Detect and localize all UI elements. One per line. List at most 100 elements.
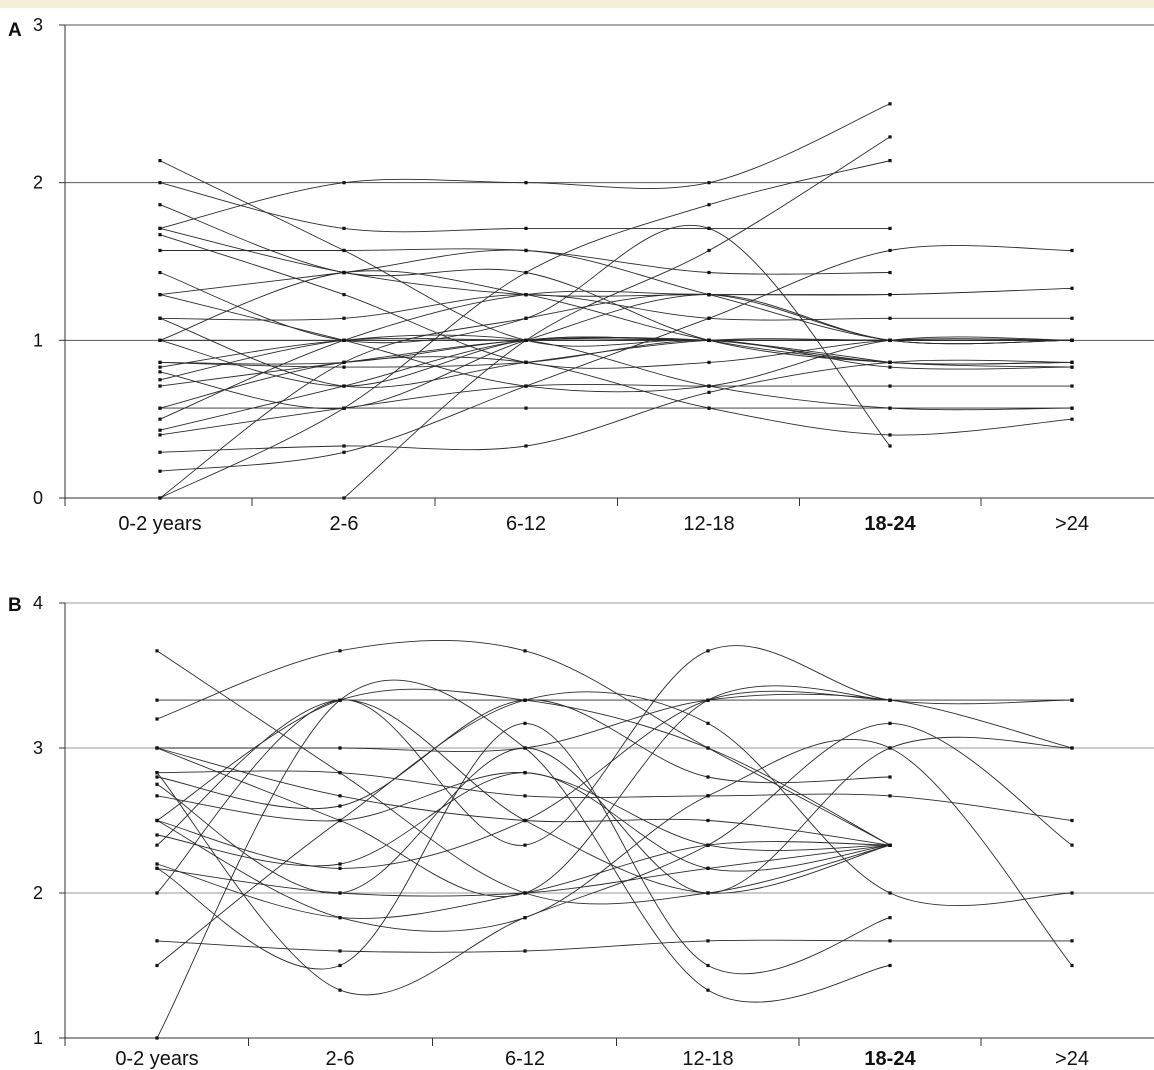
data-point <box>155 782 159 786</box>
data-point <box>342 365 346 369</box>
data-point <box>158 406 162 410</box>
data-point <box>342 316 346 320</box>
data-point <box>707 293 711 297</box>
data-point <box>158 270 162 275</box>
data-point <box>523 794 527 798</box>
data-point <box>342 360 346 365</box>
series-line <box>159 384 1072 436</box>
data-point <box>523 698 527 702</box>
data-point <box>524 384 528 388</box>
y-tick-label: 2 <box>33 883 43 903</box>
data-point <box>1070 365 1074 369</box>
data-point <box>155 866 159 870</box>
y-tick-label: 2 <box>33 173 43 193</box>
data-point <box>707 203 711 207</box>
series-line <box>159 294 1072 321</box>
data-point <box>342 338 346 342</box>
data-point <box>158 450 162 454</box>
data-point <box>524 444 528 448</box>
series-line <box>156 645 1073 894</box>
data-point <box>155 939 159 943</box>
data-point <box>706 891 710 895</box>
data-point <box>888 746 892 750</box>
series-line <box>159 160 891 363</box>
data-point <box>706 818 710 823</box>
data-point <box>707 338 711 342</box>
data-point <box>888 406 892 410</box>
series-line <box>159 249 1073 345</box>
data-point <box>338 988 342 992</box>
data-point <box>342 450 346 454</box>
data-point <box>1070 417 1074 421</box>
data-point <box>707 406 711 410</box>
data-point <box>1070 746 1074 750</box>
data-point <box>1070 698 1074 702</box>
x-tick-label: >24 <box>1055 513 1089 535</box>
series-line <box>159 339 1073 370</box>
data-point <box>338 794 342 798</box>
series-line <box>159 248 891 275</box>
data-point <box>523 843 527 847</box>
data-point <box>888 248 892 253</box>
series-line <box>159 356 1073 436</box>
series-line <box>156 770 1073 821</box>
data-point <box>524 226 528 230</box>
data-point <box>338 891 342 895</box>
data-point <box>342 293 346 297</box>
data-point <box>158 338 162 342</box>
series-line <box>156 699 891 810</box>
data-point <box>707 316 711 320</box>
data-point <box>707 270 711 275</box>
data-point <box>158 384 162 388</box>
data-point <box>155 794 159 798</box>
data-point <box>342 248 346 253</box>
y-tick-label: 4 <box>33 593 43 613</box>
data-point <box>155 818 159 823</box>
data-point <box>707 390 711 394</box>
data-point <box>524 248 528 253</box>
data-point <box>338 804 342 808</box>
data-point <box>158 365 162 369</box>
data-point <box>338 862 342 866</box>
data-point <box>706 721 710 725</box>
y-tick-label: 0 <box>33 488 43 508</box>
data-point <box>338 746 342 750</box>
series-line <box>159 294 1073 393</box>
data-point <box>158 181 162 185</box>
series-line <box>156 841 891 919</box>
data-point <box>155 891 159 895</box>
data-point <box>1070 843 1074 847</box>
data-point <box>888 843 892 847</box>
y-tick-label: 1 <box>33 330 43 350</box>
series-line <box>156 650 891 905</box>
data-point <box>706 963 710 968</box>
data-point <box>523 916 527 920</box>
series-line <box>156 738 1073 966</box>
data-point <box>342 444 346 448</box>
data-point <box>706 939 710 943</box>
data-point <box>523 746 527 750</box>
data-point <box>706 988 710 992</box>
data-point <box>158 293 162 297</box>
data-point <box>524 406 528 410</box>
data-point <box>338 771 342 775</box>
x-tick-label: >24 <box>1055 1048 1089 1070</box>
series-line <box>159 334 1073 411</box>
data-point <box>342 270 346 275</box>
series-line <box>156 939 1072 953</box>
data-point <box>155 775 159 779</box>
data-point <box>888 360 892 365</box>
data-point <box>523 649 527 653</box>
data-point <box>338 818 342 823</box>
data-point <box>523 891 527 895</box>
data-point <box>707 248 711 253</box>
series-line <box>343 136 891 499</box>
series-line <box>159 290 890 420</box>
series-line <box>159 224 891 447</box>
data-point <box>158 316 162 320</box>
data-point <box>888 721 892 725</box>
data-point <box>158 248 162 253</box>
x-tick-label: 6-12 <box>506 513 546 535</box>
data-point <box>706 794 710 798</box>
data-point <box>888 293 892 297</box>
